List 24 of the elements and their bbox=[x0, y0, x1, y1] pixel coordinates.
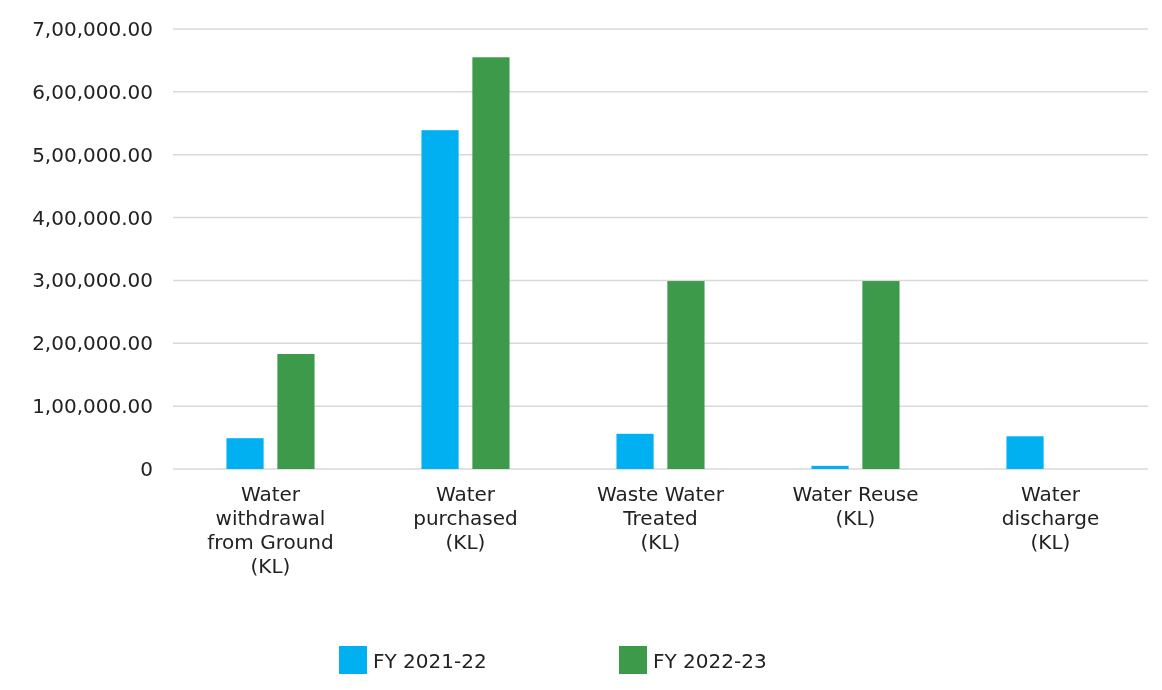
bar bbox=[277, 353, 315, 469]
x-tick-label: Water withdrawal from Ground (KL) bbox=[207, 482, 334, 578]
bar bbox=[667, 281, 705, 469]
y-tick-label: 7,00,000.00 bbox=[32, 17, 153, 41]
bar bbox=[226, 438, 264, 469]
bar bbox=[472, 57, 510, 469]
legend-label: FY 2021-22 bbox=[373, 649, 487, 673]
legend-label: FY 2022-23 bbox=[653, 649, 767, 673]
x-tick-label: Water purchased (KL) bbox=[413, 482, 518, 554]
y-tick-label: 4,00,000.00 bbox=[32, 205, 153, 230]
bar bbox=[616, 433, 654, 469]
x-tick-label: Water Reuse (KL) bbox=[792, 482, 919, 530]
y-tick-label: 6,00,000.00 bbox=[32, 79, 153, 104]
y-tick-label: 0 bbox=[140, 457, 153, 481]
y-tick-label: 3,00,000.00 bbox=[32, 268, 153, 293]
y-tick-label: 5,00,000.00 bbox=[32, 142, 153, 167]
x-tick-label: Water discharge (KL) bbox=[1001, 482, 1100, 554]
y-tick-label: 2,00,000.00 bbox=[32, 331, 153, 356]
y-tick-label: 1,00,000.00 bbox=[32, 394, 153, 419]
bar bbox=[862, 281, 900, 469]
bar bbox=[1006, 436, 1044, 469]
bar bbox=[811, 465, 849, 469]
bar bbox=[421, 130, 459, 469]
x-tick-label: Waste Water Treated (KL) bbox=[597, 482, 725, 554]
